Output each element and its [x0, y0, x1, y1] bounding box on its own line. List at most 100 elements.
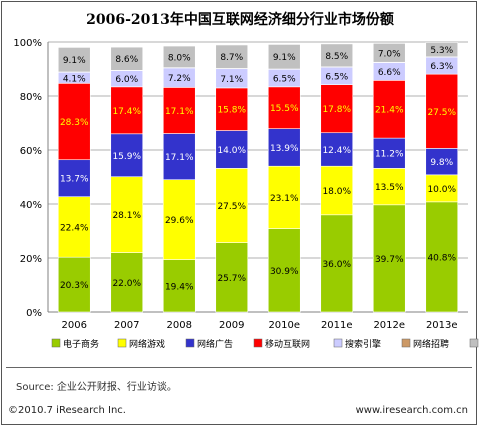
- bar-segment: [320, 165, 354, 216]
- data-label: 36.0%: [322, 260, 351, 270]
- bar-segment: [425, 148, 459, 176]
- legend-swatch: [51, 338, 61, 348]
- source-note: Source: 企业公开财报、行业访谈。: [16, 382, 177, 393]
- bar-segment: [162, 133, 196, 180]
- legend-label: 网络游戏: [129, 338, 165, 350]
- bar-segment: [57, 196, 91, 258]
- bar-segment: [215, 87, 249, 131]
- legend-swatch: [469, 338, 479, 348]
- data-label: 9.1%: [63, 56, 86, 66]
- bar-segment: [267, 165, 301, 229]
- x-tick-label: 2009: [219, 320, 244, 331]
- data-label: 39.7%: [375, 255, 404, 265]
- bar-segment: [162, 259, 196, 313]
- y-tick-label: 40%: [20, 200, 42, 211]
- website-link[interactable]: www.iresearch.com.cn: [355, 405, 468, 416]
- data-label: 14.0%: [217, 146, 246, 156]
- data-label: 6.3%: [430, 62, 453, 72]
- legend-label: 网络招聘: [413, 338, 449, 350]
- data-label: 27.5%: [217, 202, 246, 212]
- data-label: 15.5%: [270, 104, 299, 114]
- data-label: 17.4%: [112, 107, 141, 117]
- bar-segment: [425, 42, 459, 58]
- bar-segment: [57, 159, 91, 198]
- data-label: 6.5%: [273, 75, 296, 85]
- footer-divider: [6, 367, 472, 368]
- data-label: 17.1%: [165, 153, 194, 163]
- bar-segment: [162, 45, 196, 68]
- data-label: 28.1%: [112, 211, 141, 221]
- data-label: 9.1%: [273, 53, 296, 63]
- bar-segment: [372, 80, 406, 139]
- bar-segment: [320, 132, 354, 167]
- legend-swatch: [333, 338, 343, 348]
- data-label: 6.6%: [378, 68, 401, 78]
- data-label: 17.8%: [322, 105, 351, 115]
- data-label: 8.5%: [325, 52, 348, 62]
- data-label: 11.2%: [375, 150, 404, 160]
- bar-segment: [320, 84, 354, 134]
- data-label: 22.0%: [112, 279, 141, 289]
- bar-segment: [215, 168, 249, 243]
- bar-segment: [110, 86, 144, 135]
- data-label: 8.6%: [115, 55, 138, 65]
- legend-label: 移动互联网: [265, 338, 310, 350]
- y-tick-label: 80%: [20, 92, 42, 103]
- data-label: 25.7%: [217, 274, 246, 284]
- data-label: 7.0%: [378, 49, 401, 59]
- data-label: 30.9%: [270, 267, 299, 277]
- data-label: 4.1%: [63, 74, 86, 84]
- legend-label: 搜索引擎: [345, 338, 381, 350]
- x-tick-label: 2008: [167, 320, 192, 331]
- data-label: 7.1%: [220, 75, 243, 85]
- data-label: 40.8%: [427, 253, 456, 263]
- bar-segment: [215, 44, 249, 69]
- data-label: 6.5%: [325, 72, 348, 82]
- y-tick-label: 20%: [20, 254, 42, 265]
- copyright-text: ©2010.7 iResearch Inc.: [8, 405, 126, 416]
- data-label: 27.5%: [427, 108, 456, 118]
- data-label: 22.4%: [60, 223, 89, 233]
- legend-label: 电子商务: [63, 338, 99, 350]
- x-tick-label: 2012e: [373, 320, 405, 331]
- data-label: 21.4%: [375, 106, 404, 116]
- data-label: 9.8%: [430, 158, 453, 168]
- data-label: 15.9%: [112, 152, 141, 162]
- data-label: 8.7%: [220, 53, 243, 63]
- bar-segment: [267, 228, 301, 313]
- bar-segment: [110, 133, 144, 178]
- y-tick-label: 0%: [26, 308, 42, 319]
- bar-segment: [320, 214, 354, 313]
- data-label: 5.3%: [430, 46, 453, 56]
- legend-swatch: [401, 338, 411, 348]
- bar-segment: [162, 87, 196, 134]
- legend-label: 网络广告: [197, 338, 233, 350]
- data-label: 12.4%: [322, 146, 351, 156]
- bar-segment: [372, 137, 406, 169]
- data-label: 10.0%: [427, 185, 456, 195]
- legend-swatch: [185, 338, 195, 348]
- x-tick-label: 2007: [114, 320, 139, 331]
- y-tick-label: 60%: [20, 146, 42, 157]
- bar-segment: [425, 73, 459, 149]
- x-tick-label: 2006: [62, 320, 87, 331]
- bar-segment: [215, 130, 249, 169]
- data-label: 17.1%: [165, 107, 194, 117]
- bar-segment: [57, 83, 91, 161]
- bar-segment: [110, 46, 144, 71]
- bar-segment: [425, 201, 459, 313]
- x-tick-label: 2010e: [268, 320, 300, 331]
- data-label: 8.0%: [168, 53, 191, 63]
- bar-segment: [267, 44, 301, 70]
- data-label: 29.6%: [165, 216, 194, 226]
- x-tick-label: 2011e: [321, 320, 353, 331]
- data-label: 6.0%: [115, 75, 138, 85]
- data-label: 15.8%: [217, 106, 246, 116]
- data-label: 18.0%: [322, 187, 351, 197]
- bar-segment: [110, 252, 144, 313]
- data-label: 20.3%: [60, 281, 89, 291]
- data-label: 19.4%: [165, 282, 194, 292]
- bar-segment: [57, 47, 91, 73]
- bar-segment: [267, 128, 301, 167]
